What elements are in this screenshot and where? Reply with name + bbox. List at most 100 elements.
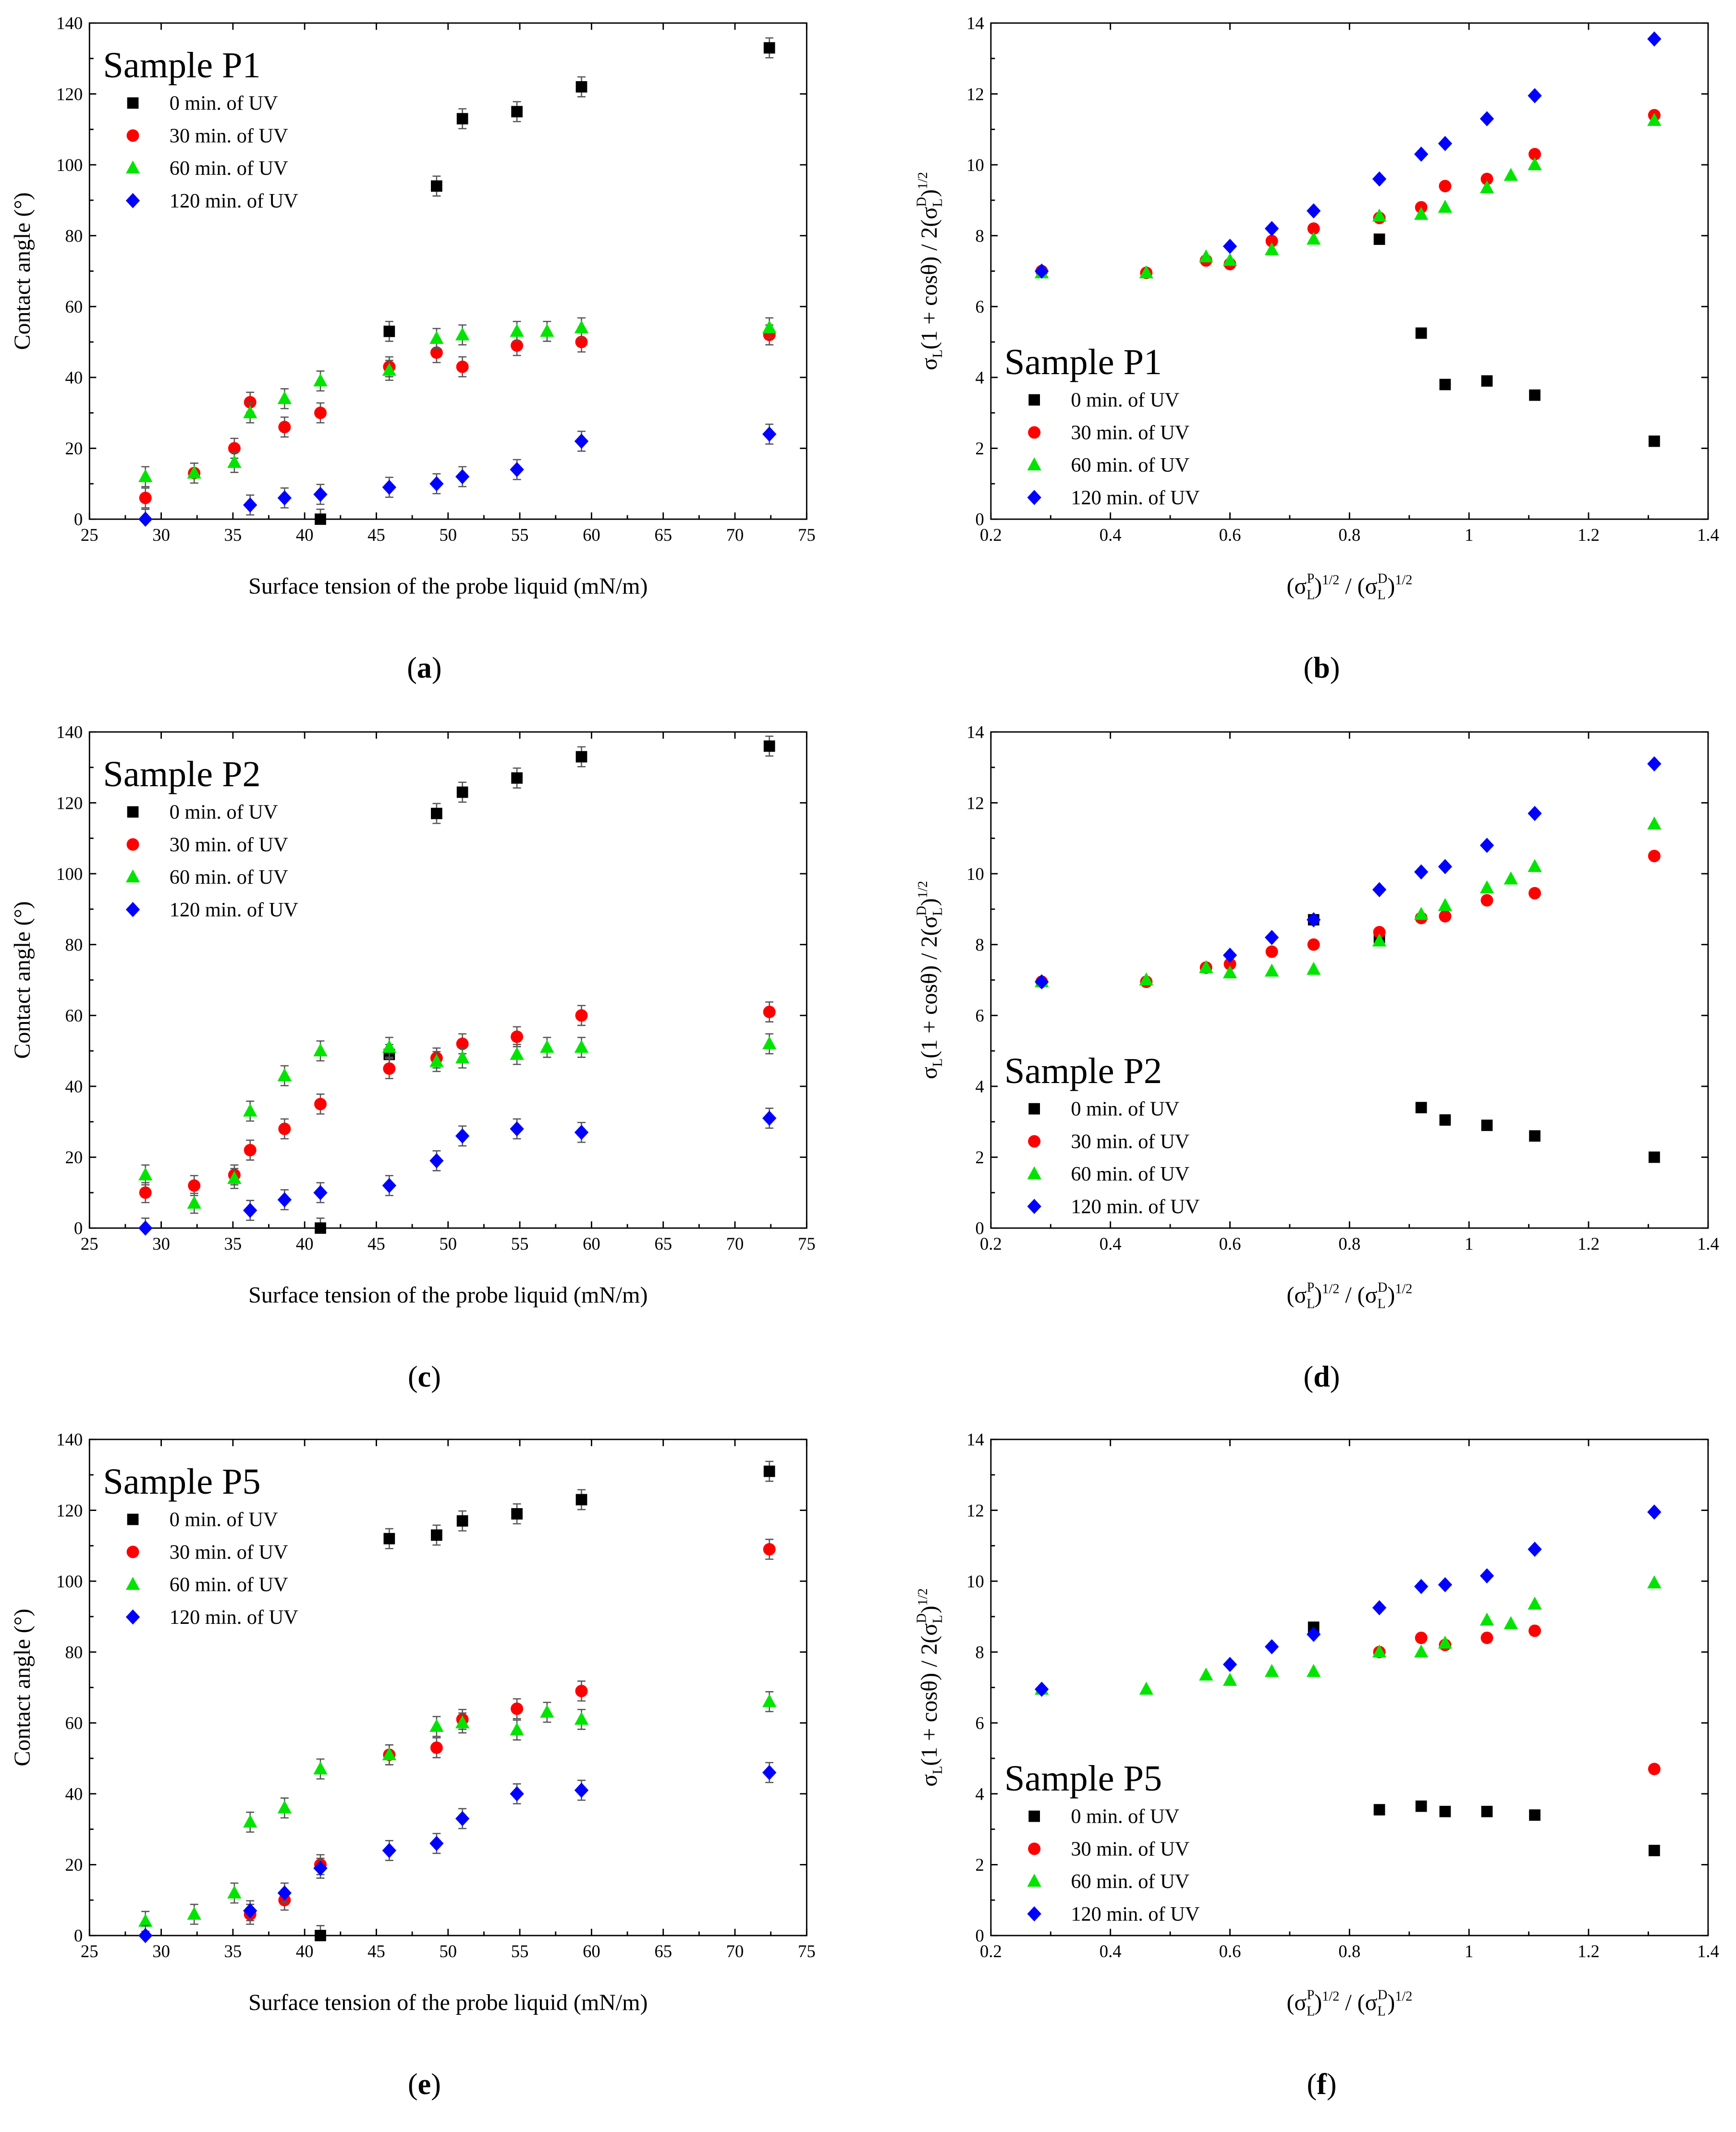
legend-label: 30 min. of UV [1071, 421, 1190, 444]
data-point [1265, 1639, 1279, 1655]
legend-marker [125, 869, 140, 883]
data-point [277, 391, 292, 404]
y-tick-label: 100 [56, 155, 83, 175]
data-point [383, 1062, 396, 1075]
data-point [1372, 933, 1387, 947]
y-tick-label: 80 [65, 935, 83, 955]
x-tick-label: 30 [152, 1234, 170, 1254]
y-tick-label: 4 [976, 1077, 984, 1096]
data-point [574, 320, 589, 333]
panel-caption: (e) [408, 2069, 441, 2101]
data-point [1438, 1577, 1453, 1593]
data-point [1265, 930, 1279, 945]
series-0-min-of-uv [1374, 233, 1661, 447]
x-tick-label: 45 [367, 1942, 385, 1961]
data-point [1649, 1151, 1661, 1163]
y-tick-label: 20 [65, 1147, 83, 1167]
data-point [1480, 894, 1493, 907]
data-point [1308, 938, 1320, 951]
x-tick-label: 35 [224, 1942, 242, 1961]
data-point [1223, 948, 1237, 963]
data-point [540, 324, 554, 337]
data-point [1648, 850, 1661, 863]
data-point [383, 1533, 395, 1545]
y-tick-label: 6 [976, 1006, 984, 1025]
data-point [244, 1144, 257, 1157]
data-point [1438, 859, 1453, 875]
legend-label: 60 min. of UV [170, 157, 288, 180]
data-point [313, 1185, 328, 1201]
data-point [1372, 1600, 1387, 1616]
data-point [138, 469, 153, 482]
legend-label: 0 min. of UV [1071, 389, 1180, 412]
data-point [511, 339, 524, 352]
legend-label: 120 min. of UV [170, 899, 298, 921]
y-axis-label: Contact angle (°) [10, 192, 35, 350]
y-tick-label: 140 [56, 1430, 83, 1450]
data-point [1504, 1616, 1518, 1630]
x-tick-label: 55 [511, 1942, 529, 1961]
y-tick-label: 14 [966, 722, 984, 742]
data-point [429, 1153, 444, 1169]
data-point [575, 1494, 587, 1506]
data-point [429, 1836, 444, 1852]
series-60-min-of-uv [1035, 113, 1662, 279]
data-point [574, 1783, 589, 1798]
data-point [1372, 882, 1387, 898]
legend-label: 30 min. of UV [170, 1541, 288, 1564]
series-120-min-of-uv [138, 423, 777, 527]
data-point [1374, 1804, 1385, 1816]
y-tick-label: 4 [976, 1784, 984, 1804]
data-point [430, 1742, 443, 1754]
series-0-min-of-uv [1308, 1621, 1661, 1857]
data-point [455, 1128, 470, 1144]
x-tick-label: 0.8 [1339, 525, 1361, 545]
data-point [1139, 1681, 1154, 1695]
data-point [1504, 168, 1518, 181]
legend-marker [1028, 1842, 1041, 1855]
x-tick-label: 40 [296, 1942, 314, 1961]
data-point [1438, 1635, 1453, 1649]
series-30-min-of-uv [1035, 850, 1661, 988]
x-tick-label: 1.2 [1577, 1942, 1600, 1961]
data-point [227, 455, 242, 468]
data-point [762, 1110, 777, 1126]
data-point [575, 336, 588, 349]
legend-marker [1027, 1874, 1042, 1887]
data-point [763, 1543, 776, 1556]
data-point [1647, 1504, 1662, 1520]
data-point [762, 1036, 777, 1049]
legend-marker [1027, 457, 1042, 471]
y-tick-label: 120 [56, 793, 83, 813]
x-tick-label: 1.4 [1697, 1234, 1719, 1254]
data-point [1199, 1668, 1213, 1681]
data-point [1481, 1120, 1493, 1131]
data-point [1372, 208, 1387, 222]
x-tick-label: 55 [511, 525, 529, 545]
y-tick-label: 4 [976, 368, 984, 388]
x-axis-label: Surface tension of the probe liquid (mN/… [248, 1990, 648, 2016]
data-point [1438, 898, 1453, 911]
y-tick-label: 80 [65, 226, 83, 245]
x-tick-label: 75 [798, 1234, 816, 1254]
legend-label: 60 min. of UV [170, 1573, 288, 1596]
legend-marker [127, 97, 139, 109]
y-axis-label: σL(1 + cosθ) / 2(σLD)1/2 [915, 881, 946, 1079]
data-point [278, 421, 291, 434]
y-tick-label: 0 [74, 1926, 83, 1946]
data-point [1414, 1579, 1429, 1595]
x-tick-label: 35 [224, 525, 242, 545]
series-30-min-of-uv [1035, 109, 1661, 280]
series-60-min-of-uv [1035, 816, 1662, 987]
y-tick-label: 2 [976, 1855, 984, 1875]
data-point [382, 1178, 397, 1194]
data-point [1035, 263, 1049, 279]
x-tick-label: 70 [726, 525, 744, 545]
chart-panel-e: 25 30 35 40 45 50 55 60 65 70 75 0 20 40 60 80 100 120 140… [10, 1430, 816, 2101]
legend-marker [126, 1546, 139, 1559]
data-point [314, 1097, 327, 1110]
data-point [1480, 180, 1494, 194]
data-point [510, 1047, 524, 1060]
data-point [1528, 148, 1541, 160]
plot-frame [990, 1438, 1709, 1937]
